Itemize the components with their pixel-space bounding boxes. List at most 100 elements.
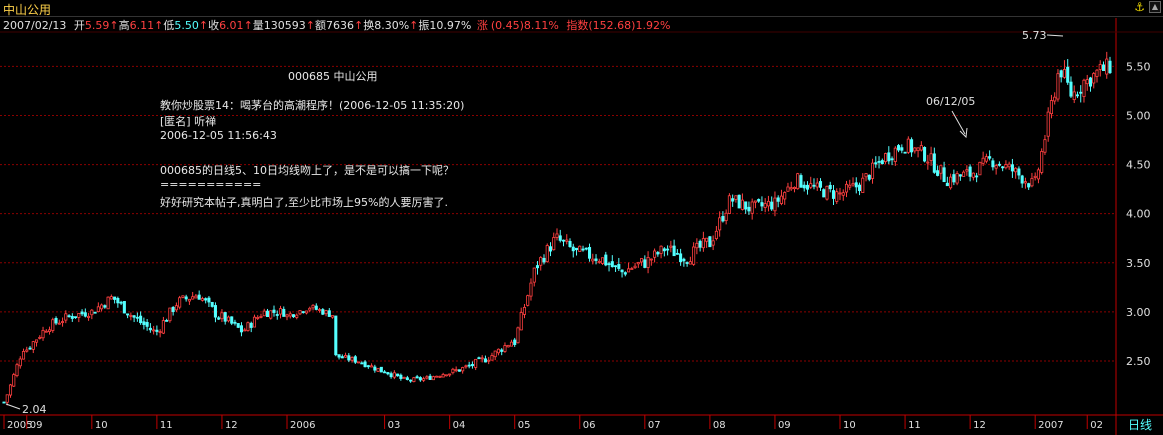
candle bbox=[236, 323, 240, 329]
candle-body bbox=[571, 246, 575, 252]
candle-body bbox=[558, 235, 562, 241]
candle bbox=[493, 350, 497, 361]
candle bbox=[165, 318, 169, 322]
candle-body bbox=[548, 246, 553, 252]
candle-body bbox=[643, 259, 647, 268]
candle bbox=[640, 258, 644, 266]
candle bbox=[978, 161, 982, 176]
amplitude-value: 10.97% bbox=[429, 19, 472, 32]
index-value: (152.68)1.92% bbox=[588, 19, 671, 32]
candle bbox=[809, 176, 813, 190]
candle bbox=[204, 297, 208, 304]
low-pointer-line bbox=[5, 403, 21, 410]
candle-body bbox=[67, 315, 71, 318]
candle-body bbox=[692, 246, 696, 265]
candle bbox=[939, 165, 943, 180]
candle-body bbox=[633, 265, 637, 269]
anchor-icon[interactable]: ⚓ bbox=[1134, 0, 1145, 14]
candle bbox=[1079, 85, 1083, 103]
candle-body bbox=[324, 310, 328, 315]
candle-body bbox=[773, 197, 777, 212]
candle bbox=[168, 307, 172, 323]
post-code-line: 000685 中山公用 bbox=[288, 70, 378, 83]
candle-body bbox=[1033, 175, 1037, 178]
candle bbox=[474, 358, 478, 371]
candle-body bbox=[353, 356, 357, 363]
x-tick-label: 11 bbox=[160, 420, 173, 431]
candle bbox=[952, 169, 956, 186]
candle-body bbox=[256, 317, 260, 319]
candle bbox=[535, 261, 540, 275]
scroll-up-arrow-icon[interactable]: ▲ bbox=[1149, 1, 1161, 13]
candle-body bbox=[724, 212, 728, 221]
candle-body bbox=[301, 311, 305, 314]
candle-body bbox=[997, 163, 1001, 166]
candle bbox=[126, 313, 130, 319]
period-label[interactable]: 日线 bbox=[1128, 418, 1152, 432]
up-arrow-icon: ↑ bbox=[354, 19, 364, 32]
candle-body bbox=[54, 318, 58, 324]
candle bbox=[867, 174, 871, 182]
candle-body bbox=[812, 184, 816, 187]
candle bbox=[831, 185, 836, 206]
candle-body bbox=[288, 313, 292, 317]
x-tick-label: 09 bbox=[778, 420, 791, 431]
candle-body bbox=[152, 329, 156, 332]
candle-body bbox=[48, 329, 52, 332]
candle bbox=[965, 165, 969, 176]
candle bbox=[916, 147, 920, 158]
candle-body bbox=[949, 176, 953, 189]
candle bbox=[249, 321, 253, 333]
candle-body bbox=[490, 355, 494, 361]
candle-body bbox=[464, 365, 468, 368]
candle bbox=[509, 339, 513, 347]
candle bbox=[148, 323, 152, 333]
candle bbox=[714, 226, 718, 241]
candle bbox=[1105, 51, 1109, 79]
candle bbox=[386, 372, 390, 376]
candle-body bbox=[835, 191, 839, 202]
candle-body bbox=[604, 254, 608, 266]
candle-body bbox=[308, 307, 312, 311]
candle-body bbox=[448, 373, 452, 376]
candle bbox=[93, 311, 97, 314]
candle-body bbox=[519, 312, 523, 331]
candle bbox=[405, 375, 409, 381]
candle-body bbox=[34, 339, 39, 343]
candle bbox=[962, 170, 966, 177]
candle-body bbox=[649, 258, 653, 261]
candle bbox=[698, 239, 702, 252]
candle-body bbox=[610, 261, 614, 268]
candle bbox=[913, 147, 917, 154]
candle bbox=[275, 310, 279, 320]
candle bbox=[679, 248, 683, 266]
candle-body bbox=[864, 173, 868, 178]
candle-body bbox=[597, 260, 601, 263]
candle bbox=[399, 373, 403, 381]
candle bbox=[516, 326, 520, 344]
candle-body bbox=[1004, 164, 1008, 169]
candle-body bbox=[103, 305, 107, 308]
candle bbox=[666, 245, 670, 256]
candle-body bbox=[841, 192, 845, 196]
candle-body bbox=[304, 310, 309, 314]
change-value: (0.45)8.11% bbox=[490, 19, 559, 32]
candle bbox=[210, 301, 214, 308]
candle bbox=[1027, 182, 1031, 190]
up-arrow-icon: ↑ bbox=[409, 19, 419, 32]
candle-body bbox=[1072, 91, 1076, 101]
candle-body bbox=[555, 233, 559, 238]
candle bbox=[786, 182, 790, 192]
candle-body bbox=[607, 263, 611, 266]
candle bbox=[643, 255, 647, 269]
candle-body bbox=[467, 364, 471, 367]
candle-body bbox=[802, 184, 806, 189]
candle bbox=[548, 242, 553, 257]
candle-body bbox=[370, 365, 374, 368]
candle bbox=[265, 308, 270, 317]
candle bbox=[41, 326, 45, 341]
candle-body bbox=[226, 316, 230, 322]
candle bbox=[1062, 60, 1066, 79]
candle-body bbox=[314, 305, 318, 310]
